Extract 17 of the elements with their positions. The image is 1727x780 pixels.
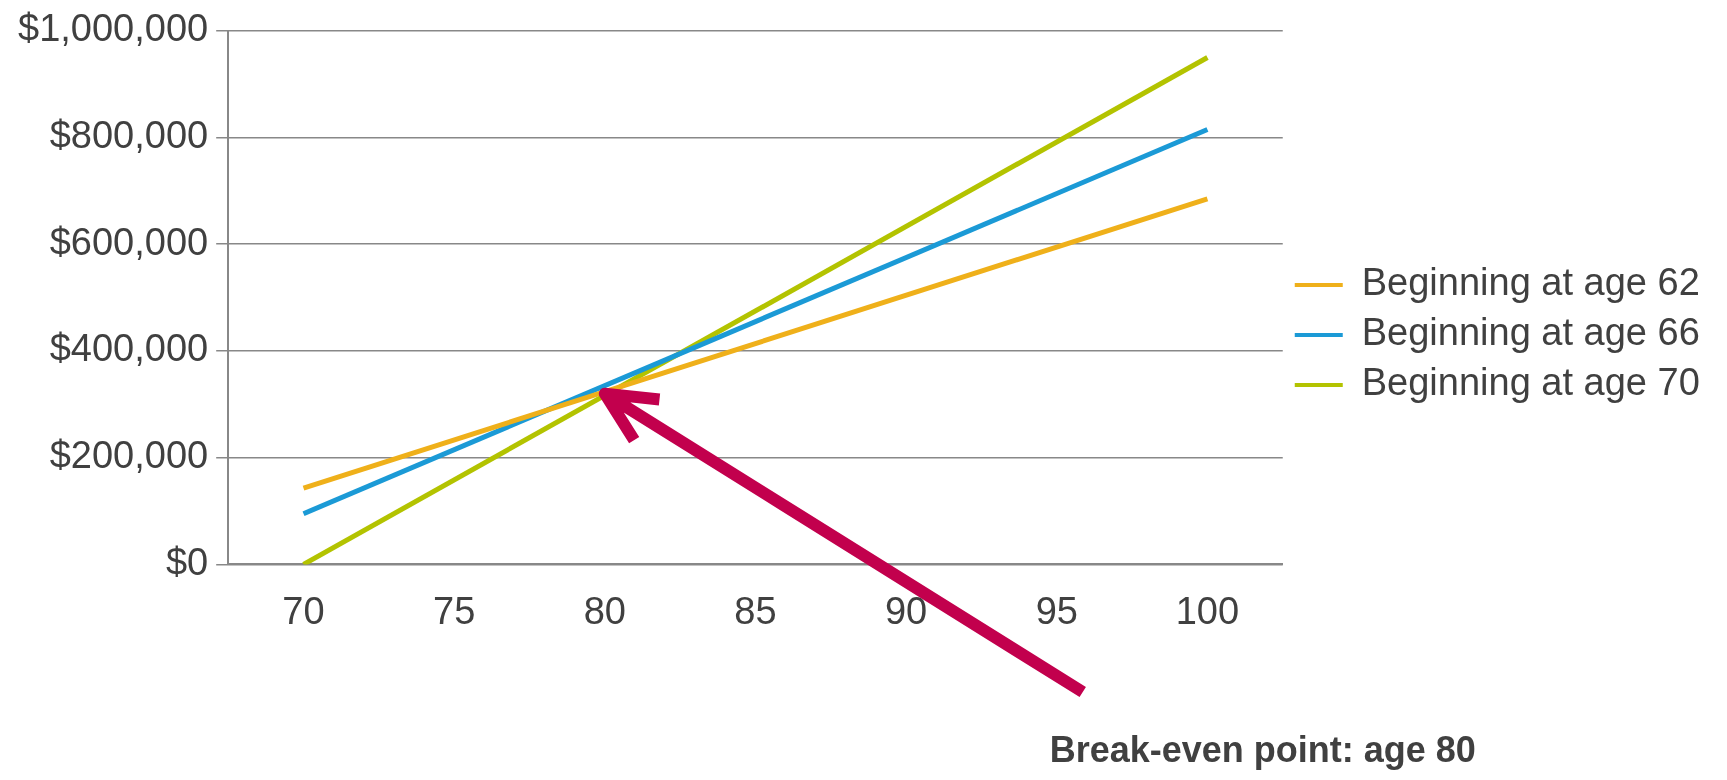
x-tick-label: 85 <box>734 589 777 632</box>
legend-label: Beginning at age 66 <box>1361 311 1700 354</box>
x-tick-label: 80 <box>583 589 626 632</box>
x-tick-label: 75 <box>433 589 476 632</box>
y-tick-label: $800,000 <box>49 114 209 156</box>
legend-label: Beginning at age 70 <box>1361 361 1700 404</box>
annotation: Break-even point: age 80 <box>1049 728 1476 770</box>
y-tick-label: $600,000 <box>49 220 209 263</box>
y-tick-label: $400,000 <box>49 327 209 370</box>
x-tick-label: 70 <box>282 589 325 632</box>
y-tick-label: $200,000 <box>49 434 209 477</box>
x-tick-label: 95 <box>1035 589 1078 632</box>
y-tick-label: $0 <box>165 540 209 583</box>
legend-label: Beginning at age 62 <box>1361 261 1700 304</box>
x-tick-label: 90 <box>884 589 928 632</box>
x-tick-label: 100 <box>1175 589 1240 632</box>
y-tick-label: $1,000,000 <box>18 7 209 50</box>
